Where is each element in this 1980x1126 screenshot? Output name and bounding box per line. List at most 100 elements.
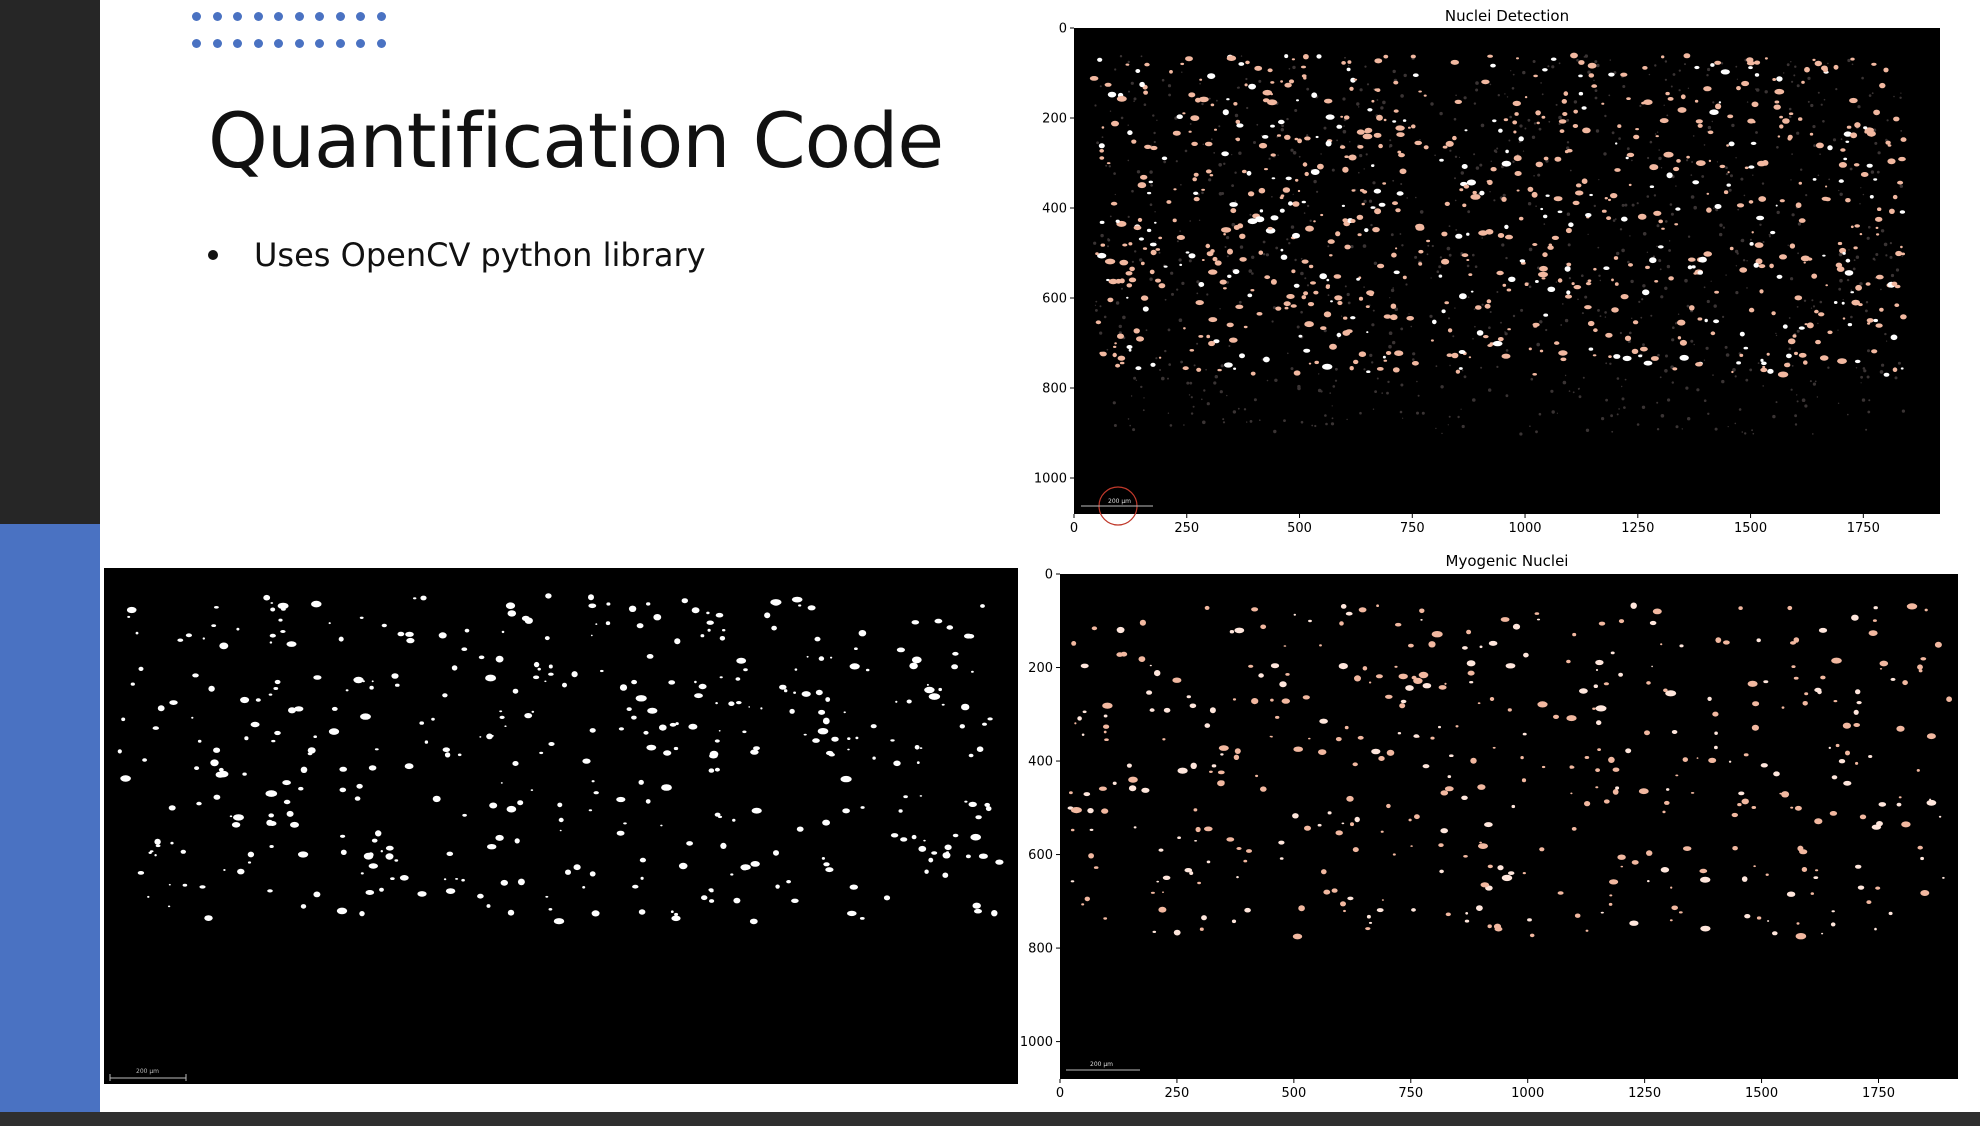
tissue-texture (1596, 63, 1600, 68)
nucleus (1358, 296, 1364, 301)
tissue-texture (1095, 300, 1098, 303)
nucleus (669, 722, 677, 727)
nucleus (1535, 161, 1543, 168)
nucleus (1770, 230, 1776, 235)
nucleus (573, 864, 581, 871)
nucleus (1641, 789, 1647, 793)
nucleus (1713, 319, 1720, 324)
nucleus (928, 857, 934, 863)
tissue-texture (1604, 311, 1607, 314)
nucleus (952, 833, 959, 838)
nucleus (1420, 619, 1423, 621)
nucleus (1635, 128, 1639, 131)
nucleus (1173, 929, 1181, 936)
tissue-texture (1868, 225, 1871, 229)
nucleus (1566, 715, 1577, 722)
tissue-texture (1183, 424, 1185, 426)
tissue-texture (1850, 315, 1853, 319)
tissue-texture (1621, 397, 1625, 401)
nucleus (1694, 65, 1700, 70)
tissue-texture (1337, 337, 1340, 339)
tissue-texture (1652, 255, 1655, 258)
nucleus (784, 689, 788, 693)
tissue-texture (1705, 346, 1709, 350)
tissue-texture (1707, 67, 1711, 72)
tissue-texture (1372, 181, 1376, 185)
nucleus (1248, 664, 1254, 668)
nucleus (830, 656, 833, 659)
nucleus (975, 815, 982, 820)
nucleus (500, 782, 503, 784)
tissue-texture (1527, 202, 1532, 206)
tissue-texture (1466, 264, 1470, 268)
tissue-texture (1106, 348, 1109, 351)
nucleus (1718, 101, 1722, 104)
nucleus (1879, 82, 1886, 89)
nucleus (1696, 757, 1699, 759)
nucleus (1847, 323, 1853, 327)
nucleus (971, 670, 974, 673)
tissue-texture (1392, 287, 1394, 289)
nucleus (537, 667, 541, 671)
nucleus (1592, 707, 1596, 710)
nucleus (1197, 881, 1201, 885)
tissue-texture (1226, 281, 1229, 284)
tissue-texture (1095, 309, 1098, 312)
nucleus (1423, 145, 1429, 150)
nucleus (1461, 795, 1468, 800)
tissue-texture (1803, 299, 1807, 302)
tissue-texture (1346, 418, 1348, 421)
nucleus (709, 889, 714, 893)
tissue-texture (1665, 220, 1668, 223)
tissue-texture (1787, 244, 1789, 246)
tissue-texture (1816, 396, 1819, 398)
nucleus (1887, 144, 1892, 147)
tissue-texture (1664, 286, 1668, 290)
nucleus (1662, 810, 1666, 814)
nucleus (1582, 127, 1591, 134)
nucleus (812, 738, 820, 743)
nucleus (1738, 791, 1745, 796)
x-tick-label: 1000 (1511, 1086, 1544, 1101)
nucleus (1188, 253, 1196, 259)
nucleus (1614, 282, 1619, 286)
nucleus (1866, 900, 1872, 904)
nucleus (1103, 714, 1108, 718)
tissue-texture (1656, 401, 1659, 404)
nucleus (1450, 59, 1459, 65)
nucleus (1789, 243, 1796, 249)
nucleus (169, 700, 178, 705)
nucleus (1163, 707, 1171, 713)
nucleus (1378, 143, 1383, 149)
nucleus (1892, 194, 1898, 200)
tissue-texture (1410, 325, 1413, 328)
nucleus (1413, 734, 1420, 738)
nucleus (1149, 242, 1157, 247)
nucleus (1235, 119, 1241, 124)
nucleus (1875, 323, 1883, 328)
nucleus (1771, 311, 1776, 316)
nucleus (1241, 169, 1247, 174)
nucleus (1481, 79, 1490, 85)
nucleus (1374, 208, 1382, 215)
nucleus (1303, 348, 1311, 353)
nucleus (1507, 708, 1512, 712)
nucleus (274, 679, 281, 685)
nucleus (1678, 911, 1683, 914)
tissue-texture (1860, 375, 1863, 379)
nucleus (1082, 710, 1087, 714)
nucleus (1070, 807, 1082, 814)
nucleus (269, 641, 273, 644)
nucleus (1488, 640, 1498, 646)
tissue-texture (1330, 422, 1335, 426)
nucleus (1270, 93, 1273, 96)
nucleus (855, 736, 859, 740)
tissue-texture (1140, 385, 1143, 389)
tissue-texture (1219, 390, 1223, 394)
nucleus (1307, 302, 1315, 307)
tissue-texture (1290, 148, 1294, 152)
tissue-texture (1707, 125, 1712, 130)
nucleus (1083, 792, 1091, 797)
nucleus (1275, 306, 1282, 311)
nucleus (1815, 142, 1824, 149)
